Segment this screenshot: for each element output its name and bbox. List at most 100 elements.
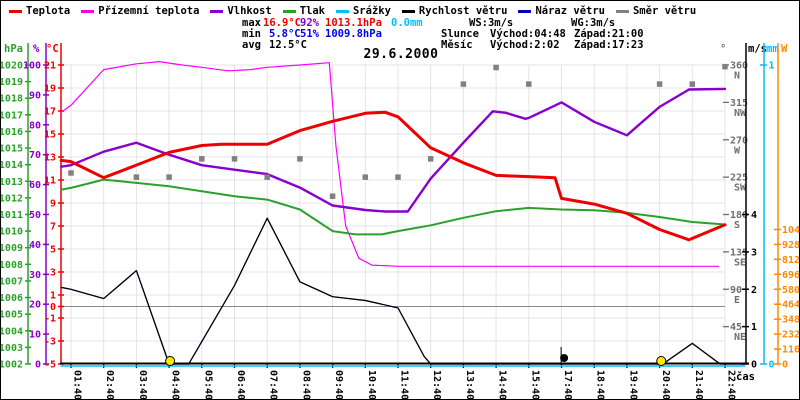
time-axis-tick-label: 05:40 [202,370,213,399]
time-axis-tick-label: 22:40 [726,370,737,399]
legend-label: Tlak [299,5,325,17]
time-axis-tick-label: 20:40 [660,370,671,399]
temperature-axis-tick-label: 0 [50,302,56,313]
wind-gust-swatch [518,9,532,13]
legend-item-pressure: Tlak [282,5,325,17]
time-axis-tick-label: 10:40 [366,370,377,399]
radiation-axis-unit: W [781,43,788,55]
stats-max-precipitation: 0.0mm [391,17,423,29]
time-axis-tick-label: 21:40 [693,370,704,399]
moon-label: Měsíc [441,39,473,51]
wind-speed-line [60,217,746,365]
time-axis-tick-label: 07:40 [268,370,279,399]
pressure-axis-tick-label: 1018 [1,94,23,105]
temperature-axis-tick-label: 21 [44,61,56,72]
wind-direction-point [395,174,401,180]
legend-item-wind-gust: Náraz větru [518,5,605,17]
precip-axis-tick-label: 1 [769,61,775,72]
sun-label: Slunce [441,28,479,40]
time-axis-tick-label: 12:40 [431,370,442,399]
temperature-axis-tick-label: -3 [44,337,56,348]
humidity-axis-tick-label: 80 [29,120,41,131]
legend-item-ground-temperature: Přízemní teplota [81,5,199,17]
time-axis-tick-label: 18:40 [595,370,606,399]
wind-speed-swatch [401,9,415,13]
pressure-axis-tick-label: 1011 [1,210,23,221]
legend-label: Srážky [352,5,391,17]
direction-axis-tick-label: 135 [730,247,748,258]
radiation-axis-tick-label: 1044 [782,225,799,236]
temperature-axis-tick-label: -1 [44,314,56,325]
radiation-axis-tick-label: 580 [782,285,799,296]
stats-avg-label: avg [242,39,261,51]
moonset-time: Západ:17:23 [574,39,644,51]
humidity-axis-unit: % [33,43,40,55]
temperature-axis-tick-label: 7 [50,222,56,233]
direction-axis-cardinal-label: S [734,220,740,231]
pressure-axis-tick-label: 1009 [1,243,23,254]
humidity-axis-tick-label: 100 [23,61,41,72]
humidity-axis-tick-label: 20 [29,300,41,311]
pressure-line [60,178,726,236]
time-axis-tick-label: 09:40 [333,370,344,399]
wind-gust-info: WG:3m/s [571,17,616,29]
direction-axis-cardinal-label: SE [734,257,746,268]
pressure-axis-tick-label: 1002 [1,360,23,371]
wind-direction-point [722,63,728,70]
time-axis-tick-label: 17:40 [562,370,573,399]
direction-axis-tick-label: 270 [730,135,748,146]
wind-direction-point [264,174,270,180]
pressure-axis-tick-label: 1016 [1,127,23,138]
stats-max-pressure: 1013.1hPa [325,17,382,29]
temperature-axis-tick-label: 13 [44,153,56,164]
wind-direction-point [231,156,238,162]
legend-label: Teplota [26,5,71,17]
direction-axis-cardinal-label: NE [734,332,746,343]
time-axis-tick-label: 14:40 [497,370,508,399]
pressure-axis-tick-label: 1014 [1,160,23,171]
temperature-axis-tick-label: 19 [44,84,56,95]
pressure-axis-tick-label: 1010 [1,227,23,238]
pressure-axis-tick-label: 1007 [1,276,23,287]
direction-axis-cardinal-label: NW [734,108,747,119]
radiation-axis-tick-label: 464 [782,300,799,311]
temperature-axis-unit: °C [46,43,59,55]
temperature-swatch [9,9,22,13]
humidity-axis-tick-label: 50 [29,210,41,221]
wind-direction-point [133,174,140,180]
time-axis-tick-label: 19:40 [627,370,638,399]
moonrise-time: Východ:2:02 [490,39,560,51]
temperature-axis-tick-label: -5 [44,360,56,371]
time-axis-tick-label: 04:40 [170,370,181,399]
wind-axis-tick-label: 3 [751,247,757,258]
time-axis-tick-label: 13:40 [464,370,475,399]
radiation-axis-tick-label: 928 [782,240,799,251]
legend-item-humidity: Vlhkost [210,5,272,17]
pressure-swatch [282,9,296,13]
time-axis-tick-label: 11:40 [399,370,410,399]
wind-direction-point [493,64,499,71]
direction-axis-tick-label: 360 [730,61,748,72]
temperature-axis-tick-label: 17 [44,107,56,118]
legend-item-temperature: Teplota [9,5,70,17]
wind-axis-tick-label: 2 [751,285,757,296]
radiation-axis-tick-label: 348 [782,315,799,326]
stats-min-pressure: 1009.8hPa [325,28,382,40]
temperature-axis-tick-label: 1 [50,291,56,302]
wind-direction-point [460,81,467,87]
pressure-axis-tick-label: 1003 [1,343,23,354]
radiation-axis-tick-label: 116 [782,345,799,356]
temperature-axis-tick-label: 3 [50,268,56,279]
moonset-marker [560,354,569,362]
stats-max-label: max [242,17,261,29]
direction-axis-cardinal-label: W [734,145,741,156]
wind-direction-swatch [615,9,629,13]
pressure-axis-unit: hPa [4,43,23,55]
wind-speed-info: WS:3m/s [469,17,514,29]
wind-direction-point [297,156,303,162]
direction-axis-tick-label: 90 [730,285,742,296]
humidity-axis-tick-label: 40 [29,240,41,251]
wind-direction-point [526,81,532,87]
